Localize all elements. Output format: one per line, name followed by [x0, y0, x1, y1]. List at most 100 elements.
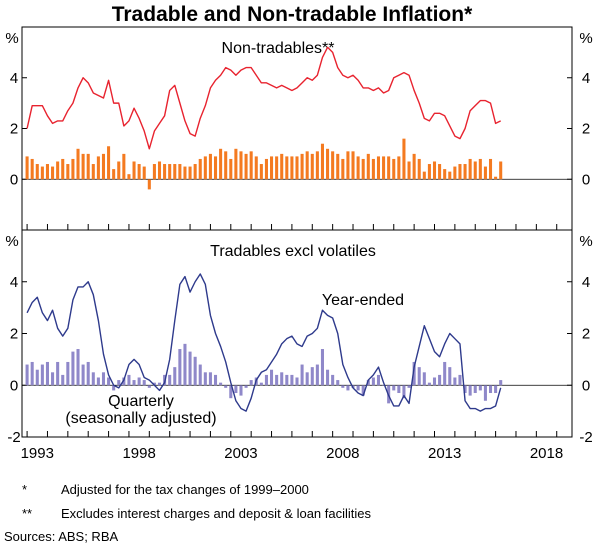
panel2-bar-56	[310, 367, 314, 386]
source-note: Sources: ABS; RBA	[4, 529, 118, 544]
panel2-bar-80	[432, 377, 437, 386]
panel1-ytick-right-4: 4	[582, 70, 590, 87]
panel2-bar-17	[112, 385, 116, 391]
panel1-bar-76	[412, 153, 416, 180]
panel2-bar-22	[137, 377, 141, 386]
panel2-bar-61	[336, 380, 340, 386]
x-tick-label-1998: 1998	[122, 445, 155, 462]
panel2-bar-12	[86, 361, 90, 386]
x-tick-label-2008: 2008	[326, 445, 359, 462]
panel1-bar-0	[25, 156, 29, 180]
panel2-bar-16	[107, 377, 111, 386]
panel2-bar-69	[376, 374, 381, 386]
chart-title: Tradable and Non-tradable Inflation*	[112, 3, 473, 26]
footnote-marker-1: *	[22, 482, 27, 497]
panel2-bar-57	[315, 364, 319, 386]
panel2-bar-23	[142, 380, 146, 386]
panel2-ytick-right-2: -2	[579, 429, 592, 446]
panel2-bar-85	[458, 374, 462, 386]
panel2-bar-25	[152, 382, 156, 386]
panel2-bar-3	[40, 364, 44, 386]
panel1-ytick-right-0: 0	[582, 171, 590, 188]
panel1-bar-25	[152, 164, 156, 180]
panel2-line-year-ended	[26, 273, 502, 412]
panel1-bar-9	[71, 158, 75, 180]
x-axis: 1993 1998 2003 2008 2013 2018	[21, 224, 563, 462]
y-unit-left-panel2: %	[5, 233, 18, 250]
panel1-bar-52	[290, 156, 294, 180]
panel2-bar-10	[76, 349, 80, 386]
panel1-bar-18	[117, 161, 121, 180]
panel2-bar-11	[81, 364, 85, 386]
panel2-bar-90	[483, 385, 487, 401]
panel2-ytick-left-2: 2	[10, 326, 18, 343]
panel2-bar-55	[305, 372, 309, 386]
panel1-ytick-left-0: 0	[10, 171, 18, 188]
panel1-bar-63	[346, 151, 350, 180]
panel1-bar-28	[168, 164, 172, 180]
panel1-bar-65	[356, 156, 360, 180]
footnote-text-2: Excludes interest charges and deposit & …	[61, 506, 372, 521]
panel1-bar-61	[336, 153, 340, 180]
x-tick-label-2013: 2013	[428, 445, 461, 462]
panel1-bar-82	[443, 169, 447, 180]
panel1-bar-57	[315, 151, 319, 180]
panel1-bar-74	[402, 138, 406, 180]
y-unit-right-panel1: %	[579, 30, 592, 47]
panel2-bar-43	[244, 385, 248, 388]
panel1-bar-89	[478, 158, 482, 180]
panel2-bar-53	[295, 377, 299, 386]
panel1-bar-7	[61, 158, 65, 180]
annotation-quarterly: Quarterly	[108, 393, 174, 410]
y-unit-right-panel2: %	[579, 233, 592, 250]
panel1-bar-47	[264, 158, 268, 180]
panel2-bar-33	[193, 356, 197, 386]
panel1-bar-58	[320, 143, 324, 180]
panel2-bar-39	[224, 385, 228, 388]
panel2-bar-18	[117, 380, 121, 386]
panel1-bar-50	[280, 153, 284, 180]
panel1-bar-73	[397, 156, 401, 180]
panel2-bar-20	[127, 374, 131, 386]
panel-frame-tradables	[21, 229, 573, 438]
panel2-bar-58	[320, 349, 324, 386]
panel1-bar-53	[295, 156, 299, 180]
panel1-bar-37	[213, 156, 218, 180]
panel1-bar-70	[382, 156, 386, 180]
panel2-bar-7	[61, 374, 65, 386]
panel2-bar-50	[280, 372, 284, 386]
panel2-bar-34	[198, 364, 202, 386]
panel1-bar-71	[387, 156, 391, 180]
panel2-bar-38	[219, 382, 223, 386]
panel2-bar-77	[417, 367, 421, 386]
panel2-ytick-right-2: 2	[582, 326, 590, 343]
panel2-bar-44	[249, 380, 253, 386]
panel1-bar-86	[463, 164, 467, 180]
panel2-bar-84	[453, 377, 457, 386]
panel1-bar-68	[371, 158, 375, 180]
panel1-bar-40	[229, 158, 233, 180]
panel1-bar-93	[499, 161, 503, 180]
panel1-bar-34	[198, 158, 202, 180]
panel2-bar-60	[331, 374, 335, 386]
panel1-bar-21	[132, 161, 136, 180]
panel2-bar-62	[341, 385, 345, 388]
panel2-bar-83	[448, 367, 452, 386]
panel1-bar-45	[254, 156, 258, 180]
panel2-bar-91	[488, 385, 493, 394]
panel2-bar-1	[30, 361, 34, 386]
panel1-bar-64	[351, 151, 355, 180]
panel1-bar-6	[56, 161, 60, 180]
panel2-bar-78	[422, 372, 426, 386]
panel1-bar-56	[310, 153, 314, 180]
panel1-bar-48	[270, 156, 274, 180]
panel-title-tradables: Tradables excl volatiles	[210, 243, 376, 260]
panel2-bar-9	[71, 351, 75, 386]
panel2-ytick-right-0: 0	[582, 377, 590, 394]
panel2-bar-74	[402, 385, 406, 399]
panel1-bar-15	[101, 153, 106, 180]
panel1-bar-67	[366, 153, 370, 180]
panel1-bar-92	[494, 176, 498, 180]
panel1-bar-27	[163, 164, 167, 180]
panel1-bar-12	[86, 153, 90, 180]
